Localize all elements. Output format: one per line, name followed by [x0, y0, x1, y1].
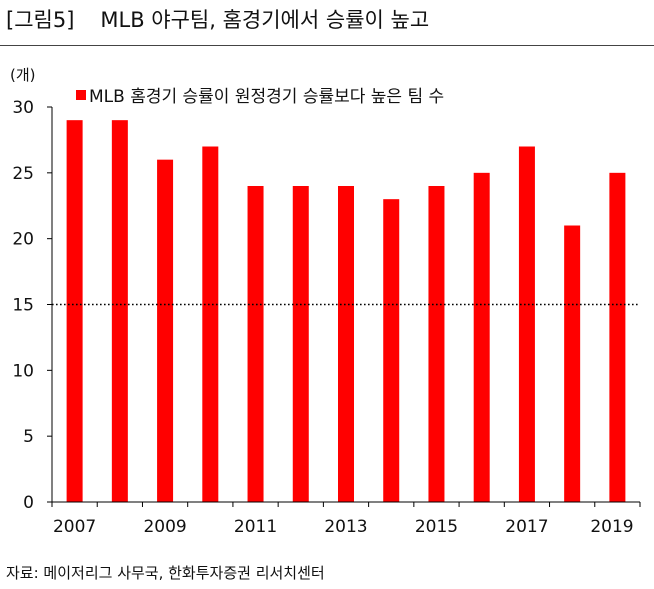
bar-2011: [247, 186, 264, 502]
bar-2013: [338, 186, 354, 502]
y-tick-label-10: 10: [12, 361, 34, 381]
y-tick-label-25: 25: [12, 164, 34, 184]
legend-label: MLB 홈경기 승률이 원정경기 승률보다 높은 팀 수: [89, 87, 444, 107]
bar-2012: [292, 186, 309, 502]
figure-title-text: MLB 야구팀, 홈경기에서 승률이 높고: [100, 8, 430, 32]
bar-2007: [66, 120, 83, 503]
bar-2008: [111, 120, 128, 503]
title-divider: [0, 45, 654, 46]
bar-chart: (개) MLB 홈경기 승률이 원정경기 승률보다 높은 팀 수 0 5 10 15 2…: [10, 66, 641, 537]
bar-2014: [383, 199, 400, 502]
y-unit-label: (개): [10, 66, 36, 84]
bar-2009: [157, 159, 174, 502]
bar-2017: [518, 146, 535, 502]
y-tick-label-15: 15: [12, 296, 34, 316]
y-tick-label-5: 5: [23, 427, 34, 447]
y-tick-label-30: 30: [12, 98, 34, 118]
y-tick-label-20: 20: [12, 230, 34, 250]
y-tick-label-0: 0: [23, 493, 34, 513]
bar-2010: [202, 146, 219, 502]
x-tick-label-2007: 2007: [53, 517, 96, 537]
x-tick-label-2019: 2019: [590, 517, 633, 537]
bars: [66, 120, 626, 503]
legend: MLB 홈경기 승률이 원정경기 승률보다 높은 팀 수: [76, 87, 444, 107]
x-axis-ticks: 2007 2009 2011 2013 2015 2017 2019: [51, 502, 641, 537]
legend-swatch: [76, 90, 86, 100]
x-tick-label-2017: 2017: [505, 517, 548, 537]
x-tick-label-2015: 2015: [415, 517, 458, 537]
bar-2019: [609, 172, 626, 503]
x-tick-label-2013: 2013: [324, 517, 367, 537]
bar-2016: [473, 172, 490, 503]
figure-number: [그림5]: [6, 8, 75, 32]
y-axis-ticks: 0 5 10 15 20 25 30: [12, 98, 52, 513]
source-note: 자료: 메이저리그 사무국, 한화투자증권 리서치센터: [6, 564, 325, 582]
x-tick-label-2009: 2009: [143, 517, 186, 537]
bar-2015: [428, 186, 445, 502]
bar-2018: [564, 225, 581, 502]
figure-title: [그림5] MLB 야구팀, 홈경기에서 승률이 높고: [6, 4, 429, 34]
x-tick-label-2011: 2011: [234, 517, 277, 537]
